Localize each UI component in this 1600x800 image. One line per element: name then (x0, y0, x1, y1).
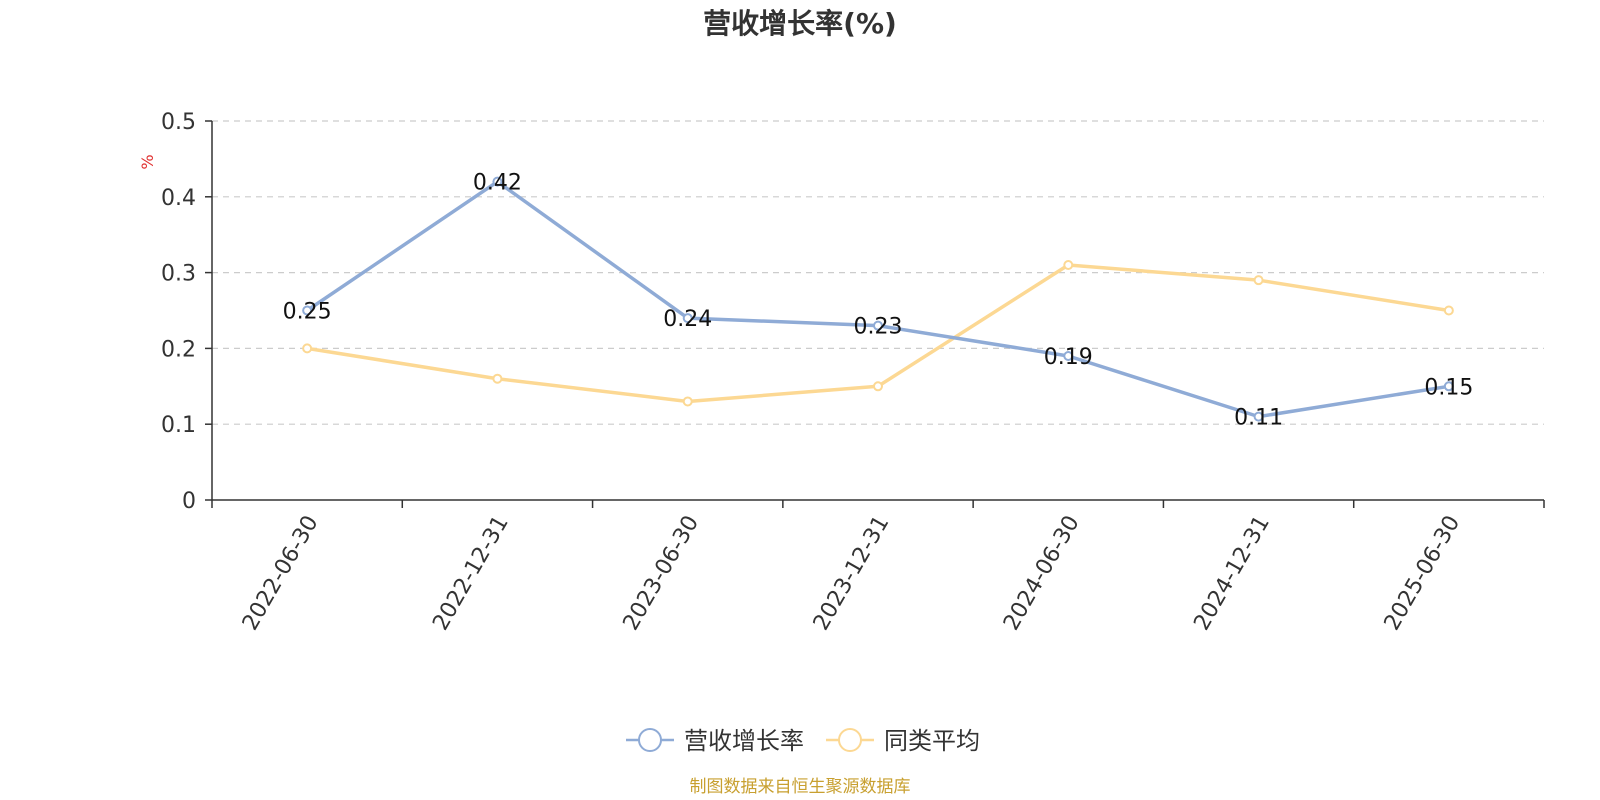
data-point (492, 176, 503, 187)
data-point (682, 313, 693, 324)
x-tick-label: 2023-12-31 (809, 512, 895, 635)
data-point (1253, 275, 1264, 286)
data-labels: 0.25 0.42 0.24 0.23 0.19 0.11 0.15 (283, 171, 1474, 431)
y-tick-label: 0.4 (161, 186, 196, 211)
legend-swatch-circle (638, 728, 662, 752)
data-label: 0.15 (1424, 375, 1473, 400)
legend-item[interactable]: 同类平均 (826, 727, 980, 755)
legend-item[interactable]: 营收增长率 (626, 727, 804, 755)
y-tick-label: 0.1 (161, 413, 196, 438)
y-tick-label: 0 (182, 489, 196, 514)
axes: 0 0.1 0.2 0.3 0.4 0.5 2022-06-30 2022-12-31 2023… (161, 110, 1545, 635)
data-point (1253, 411, 1264, 422)
legend-label: 营收增长率 (684, 727, 804, 755)
x-tick-label: 2024-06-30 (999, 512, 1085, 635)
data-label: 0.42 (473, 171, 522, 196)
data-point (873, 381, 883, 392)
x-tick-label: 2022-06-30 (238, 512, 324, 635)
data-point (1063, 260, 1074, 271)
data-label: 0.11 (1234, 406, 1283, 431)
data-point (302, 343, 313, 354)
data-point (492, 373, 503, 384)
y-tick-label: 0.5 (161, 110, 196, 135)
chart-title: 营收增长率(%) (703, 7, 897, 40)
data-label: 0.23 (854, 315, 903, 340)
legend-swatch-circle (838, 728, 862, 752)
data-point (1443, 305, 1454, 316)
data-point (1063, 350, 1074, 361)
data-point (302, 305, 313, 316)
x-tick-label: 2023-06-30 (619, 512, 705, 635)
y-axis-unit-label: % (138, 154, 157, 169)
legend[interactable]: 营收增长率 同类平均 (626, 727, 980, 755)
y-tick-label: 0.2 (161, 337, 196, 362)
data-point (873, 320, 883, 331)
data-label: 0.19 (1044, 345, 1093, 370)
x-tick-label: 2025-06-30 (1380, 512, 1466, 635)
series-lines (302, 176, 1454, 422)
x-tick-label: 2022-12-31 (428, 512, 514, 635)
data-point (682, 396, 693, 407)
y-tick-label: 0.3 (161, 262, 196, 287)
x-tick-label: 2024-12-31 (1189, 512, 1275, 635)
source-note: 制图数据来自恒生聚源数据库 (690, 777, 911, 797)
data-label: 0.24 (663, 307, 712, 332)
legend-label: 同类平均 (884, 727, 980, 755)
grid-lines (212, 120, 1544, 425)
data-label: 0.25 (283, 300, 332, 325)
data-point (1443, 381, 1454, 392)
